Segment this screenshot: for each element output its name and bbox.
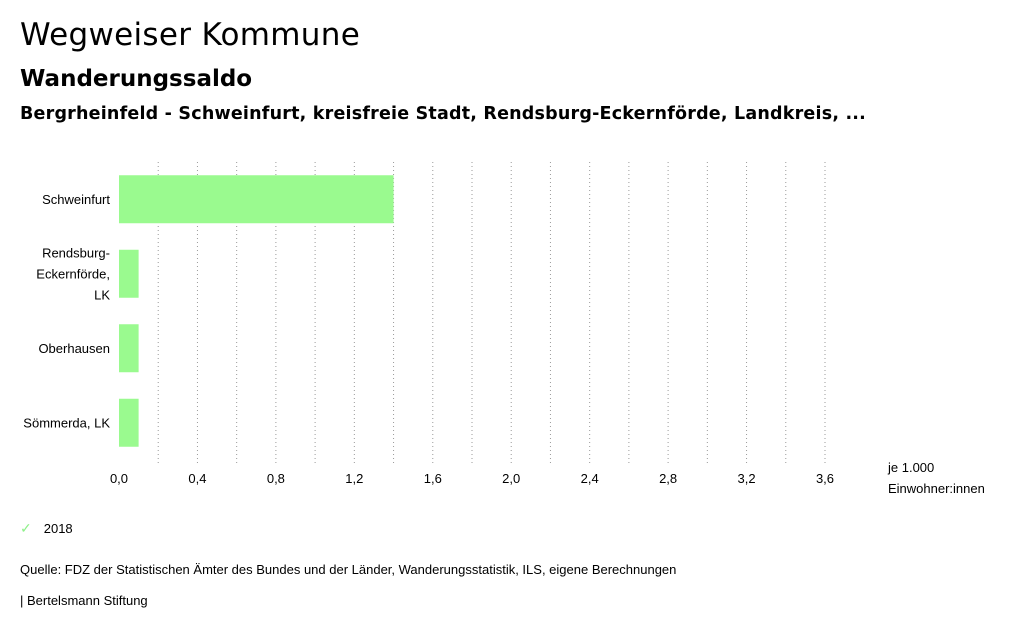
x-tick-label: 0,0 [110, 471, 128, 486]
category-label: LK [94, 287, 110, 302]
footer-credit: | Bertelsmann Stiftung [20, 593, 148, 608]
category-label: Sömmerda, LK [23, 415, 110, 430]
x-tick-label: 0,8 [267, 471, 285, 486]
legend[interactable]: ✓ 2018 [20, 520, 73, 537]
bar-chart: Schweinfurt Rendsburg- Eckernförde, LK Oberh… [23, 162, 985, 496]
bars [119, 175, 394, 447]
x-tick-label: 1,6 [424, 471, 442, 486]
category-label: Oberhausen [38, 341, 110, 356]
legend-label: 2018 [43, 521, 73, 536]
chart-subtitle: Wanderungssaldo [20, 66, 253, 92]
category-label: Eckernförde, [36, 266, 110, 281]
check-icon[interactable]: ✓ [20, 520, 32, 536]
x-tick-label: 2,8 [659, 471, 677, 486]
x-tick-labels: 0,0 0,4 0,8 1,2 1,6 2,0 2,4 2,8 3,2 3,6 [110, 471, 834, 486]
unit-label-line: Einwohner:innen [888, 481, 985, 496]
x-tick-label: 2,4 [581, 471, 599, 486]
unit-label-line: je 1.000 [887, 460, 934, 475]
region-selection[interactable]: Bergrheinfeld - Schweinfurt, kreisfreie … [20, 104, 866, 124]
bar[interactable] [119, 175, 394, 224]
category-label: Schweinfurt [42, 192, 110, 207]
bar[interactable] [119, 324, 139, 373]
category-label: Rendsburg- [42, 245, 110, 260]
x-tick-label: 3,2 [738, 471, 756, 486]
unit-label: je 1.000 Einwohner:innen [887, 460, 985, 496]
x-tick-label: 2,0 [502, 471, 520, 486]
bar[interactable] [119, 398, 139, 447]
bar[interactable] [119, 249, 139, 298]
category-labels: Schweinfurt Rendsburg- Eckernförde, LK Oberh… [23, 192, 110, 431]
x-tick-label: 0,4 [188, 471, 206, 486]
source-note: Quelle: FDZ der Statistischen Ämter des … [20, 562, 677, 577]
x-tick-label: 1,2 [345, 471, 363, 486]
x-tick-label: 3,6 [816, 471, 834, 486]
page-title: Wegweiser Kommune [20, 17, 361, 53]
